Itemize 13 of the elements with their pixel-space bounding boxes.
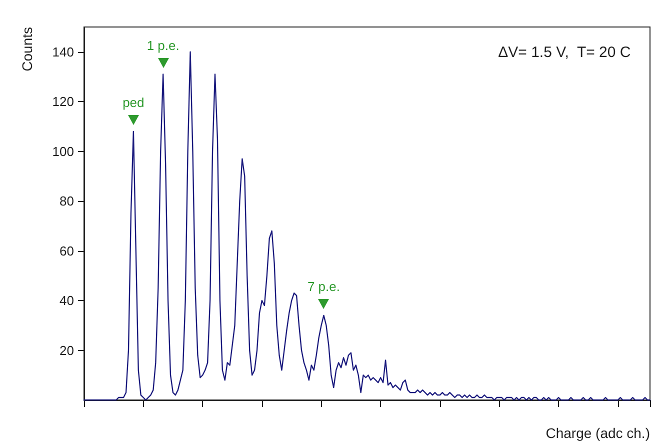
y-tick-label: 100 (52, 144, 74, 159)
y-tick-label: 60 (60, 243, 74, 258)
x-axis-title: Charge (adc ch.) (546, 425, 650, 441)
y-tick-label: 40 (60, 293, 74, 308)
y-axis-title: Counts (19, 27, 35, 72)
annotation: 7 p.e. (307, 279, 340, 294)
annotation: ΔV= 1.5 V, T= 20 C (498, 44, 631, 61)
y-tick-label: 20 (60, 342, 74, 358)
annotation: ped (122, 95, 144, 110)
annotation: 1 p.e. (146, 38, 180, 54)
y-tick-label: 140 (52, 44, 74, 60)
y-tick-label: 120 (52, 94, 74, 110)
y-tick-label: 80 (60, 194, 74, 209)
